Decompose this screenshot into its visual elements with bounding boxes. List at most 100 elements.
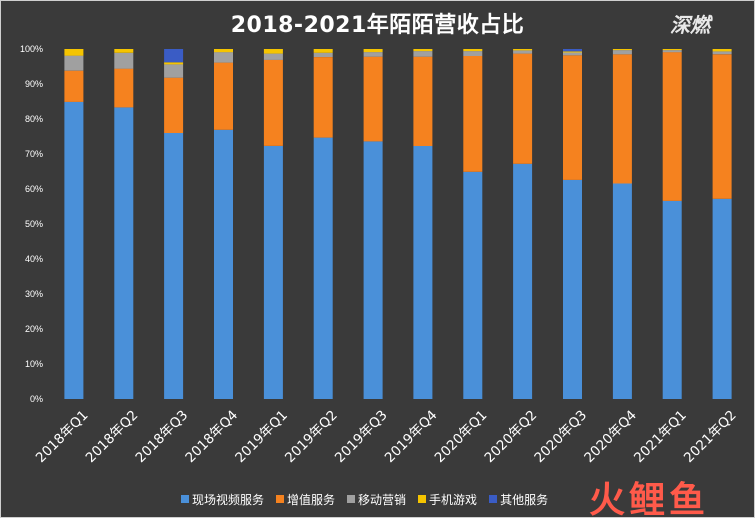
y-tick-label: 0%	[30, 394, 43, 404]
y-tick-label: 90%	[25, 79, 43, 89]
bar-segment	[563, 55, 582, 180]
bar-segment	[463, 49, 483, 52]
bar-segment	[662, 52, 682, 201]
bar-segment	[413, 56, 433, 147]
bar-segment	[214, 52, 233, 63]
x-tick-label: 2018年Q2	[83, 407, 142, 466]
bar-segment	[313, 57, 333, 138]
bar-segment	[263, 146, 283, 399]
bar-segment	[114, 49, 134, 53]
x-tick-label: 2018年Q3	[133, 407, 192, 466]
bar-segment	[413, 146, 433, 399]
bar-segment	[214, 62, 233, 130]
bar-segment	[463, 51, 483, 56]
bar-segment	[164, 64, 184, 78]
watermark-logo-top: 深燃	[670, 13, 710, 37]
legend-label: 手机游戏	[429, 492, 478, 507]
bar-segment	[563, 179, 582, 399]
bar-segment	[214, 129, 233, 400]
bar-segment	[413, 51, 433, 57]
y-tick-label: 20%	[25, 324, 43, 334]
legend-label: 现场视频服务	[192, 492, 265, 507]
bar-segment	[662, 200, 682, 399]
bar-segment	[263, 49, 283, 54]
y-tick-label: 60%	[25, 184, 43, 194]
bar-segment	[563, 49, 582, 52]
chart-legend: 现场视频服务 增值服务 移动营销 手机游戏 其他服务	[181, 490, 548, 508]
bar-segment	[612, 50, 632, 55]
bar-segment	[164, 49, 184, 63]
y-tick-label: 30%	[25, 289, 43, 299]
x-tick-label: 2018年Q4	[182, 407, 241, 466]
x-tick-label: 2020年Q4	[581, 407, 640, 466]
bar-segment	[114, 107, 134, 400]
x-tick-label: 2019年Q4	[382, 407, 441, 466]
y-tick-label: 70%	[25, 149, 43, 159]
bar-segment	[363, 141, 383, 399]
bar-segment	[463, 56, 483, 172]
legend-item: 移动营销	[347, 491, 406, 508]
y-tick-label: 80%	[25, 114, 43, 124]
bar-segment	[413, 49, 433, 52]
y-tick-label: 40%	[25, 254, 43, 264]
bar-segment	[563, 52, 582, 56]
x-tick-label: 2021年Q1	[631, 407, 690, 466]
bar-segment	[513, 49, 533, 51]
legend-item: 其他服务	[489, 491, 548, 508]
y-tick-label: 100%	[20, 44, 43, 54]
bar-segment	[313, 137, 333, 399]
bar-segment	[313, 49, 333, 53]
x-tick-label: 2018年Q1	[33, 407, 92, 466]
x-tick-label: 2020年Q3	[531, 407, 590, 466]
bar-segment	[114, 52, 134, 69]
x-tick-label: 2020年Q2	[482, 407, 541, 466]
bar-segment	[513, 163, 533, 399]
bar-segment	[612, 54, 632, 184]
bar-segment	[263, 59, 283, 146]
legend-item: 手机游戏	[418, 491, 477, 508]
bar-segment	[363, 49, 383, 53]
bar-segment	[712, 51, 732, 55]
x-tick-label: 2019年Q2	[282, 407, 341, 466]
legend-label: 移动营销	[358, 492, 407, 507]
bar-segment	[164, 77, 184, 133]
bar-segment	[214, 49, 233, 53]
legend-swatch	[276, 495, 285, 503]
y-tick-label: 50%	[25, 219, 43, 229]
legend-label: 增值服务	[287, 492, 336, 507]
x-tick-label: 2019年Q3	[332, 407, 391, 466]
watermark-logo-bottom: 火鲤鱼	[589, 480, 710, 521]
bar-segment	[363, 52, 383, 57]
bar-segment	[563, 51, 582, 53]
bar-segment	[164, 62, 184, 65]
bar-segment	[363, 56, 383, 142]
bar-segment	[712, 54, 732, 199]
bar-segment	[114, 68, 134, 108]
x-tick-label: 2019年Q1	[232, 407, 291, 466]
chart-title: 2018-2021年陌陌营收占比	[230, 13, 525, 38]
bar-segment	[662, 50, 682, 53]
legend-swatch	[418, 495, 427, 503]
bar-segment	[64, 70, 84, 102]
bar-segment	[463, 171, 483, 399]
bar-segment	[662, 49, 682, 51]
y-tick-label: 10%	[25, 359, 43, 369]
legend-label: 其他服务	[500, 492, 549, 507]
legend-swatch	[181, 495, 189, 503]
bar-segment	[263, 53, 283, 60]
bar-segment	[64, 49, 84, 56]
x-tick-label: 2021年Q2	[681, 407, 740, 466]
bar-segment	[164, 133, 184, 399]
bar-segment	[64, 55, 84, 71]
x-tick-label: 2020年Q1	[432, 407, 491, 466]
bar-segment	[513, 53, 533, 164]
legend-item: 增值服务	[276, 491, 335, 508]
bar-segment	[64, 101, 84, 400]
stacked-bar-chart: 0% 10% 20% 30% 40% 50% 60% 70% 80% 90% 100% 2018年Q…	[20, 44, 740, 466]
bar-segment	[513, 50, 533, 54]
bar-segment	[612, 183, 632, 399]
bar-segment	[712, 49, 732, 52]
bar-segment	[313, 52, 333, 57]
legend-swatch	[489, 495, 498, 503]
